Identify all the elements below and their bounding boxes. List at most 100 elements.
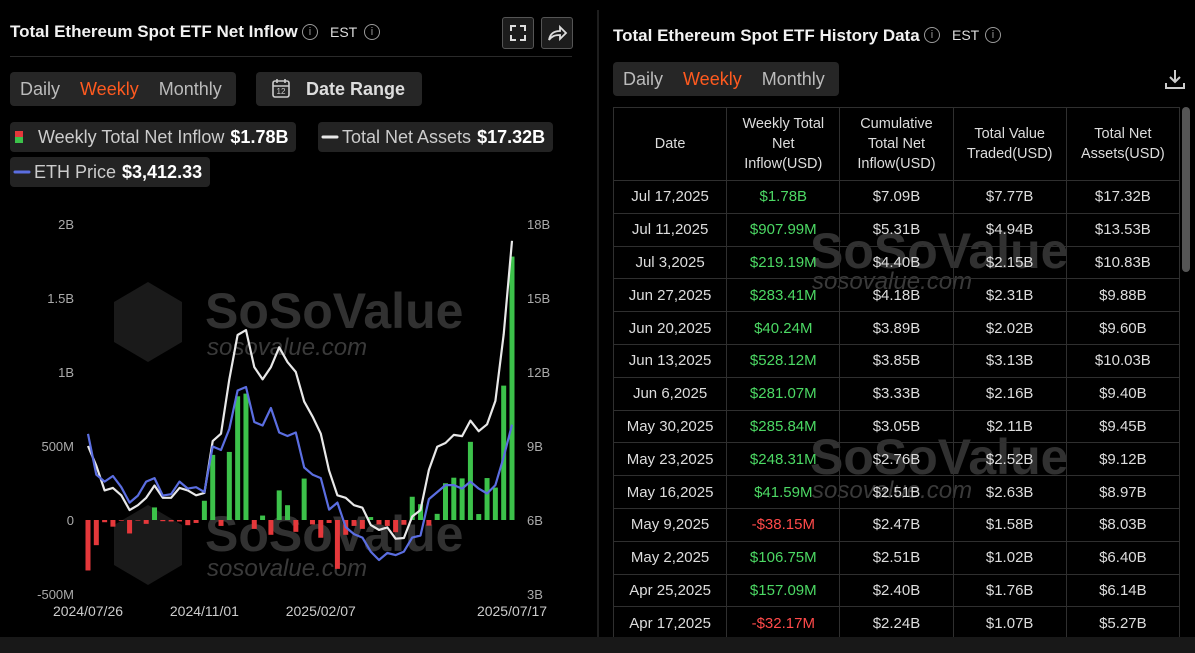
info-icon[interactable]: i	[302, 24, 318, 40]
bar	[451, 477, 457, 520]
table-row: May 16,2025 $41.59M $2.51B $2.63B $8.97B	[613, 475, 1181, 509]
scrollbar[interactable]	[1182, 107, 1190, 272]
table-cell: Jun 20,2025	[613, 311, 728, 345]
table-cell: $3.85B	[839, 343, 954, 378]
legend-item[interactable]: Weekly Total Net Inflow $1.78B	[10, 122, 297, 152]
table-cell: $157.09M	[726, 573, 841, 608]
bar	[226, 451, 232, 520]
table-cell: May 23,2025	[613, 442, 728, 477]
table-cell: $2.11B	[952, 409, 1067, 444]
table-cell: $3.89B	[839, 311, 954, 345]
table-cell: $4.94B	[952, 212, 1067, 247]
bar	[334, 520, 340, 569]
bar	[285, 505, 291, 520]
watermark: sosovalue.com	[207, 555, 368, 582]
left-title: Total Ethereum Spot ETF Net Inflow	[10, 22, 298, 41]
interval-tabs: Daily Weekly Monthly	[613, 62, 839, 96]
date-range-button[interactable]: 12 Date Range	[256, 72, 422, 106]
bar	[218, 520, 224, 526]
fullscreen-icon	[510, 25, 526, 41]
table-cell: -$32.17M	[726, 606, 841, 637]
table-cell: $9.12B	[1065, 442, 1181, 477]
fullscreen-button[interactable]	[502, 17, 534, 49]
bar	[185, 520, 191, 526]
column-header: Weekly Total Net Inflow(USD)	[726, 107, 841, 181]
info-icon[interactable]: i	[364, 24, 380, 40]
table-cell: $8.03B	[1065, 507, 1181, 542]
table-cell: Jul 11,2025	[613, 212, 728, 247]
tab[interactable]: Daily	[20, 78, 61, 99]
download-button[interactable]	[1162, 66, 1188, 92]
table-cell: May 16,2025	[613, 475, 728, 509]
y-tick-label: 1B	[58, 365, 74, 380]
bar	[110, 520, 116, 527]
x-tick-label: 2024/07/26	[53, 603, 123, 619]
table-cell: $3.13B	[952, 343, 1067, 378]
table-cell: $248.31M	[726, 442, 841, 477]
table-cell: $9.45B	[1065, 409, 1181, 444]
table-cell: $2.40B	[839, 573, 954, 608]
table-cell: May 9,2025	[613, 507, 728, 542]
table-cell: $7.77B	[952, 180, 1067, 214]
tab[interactable]: Monthly	[761, 68, 825, 89]
table-cell: $2.51B	[839, 475, 954, 509]
bar	[401, 520, 407, 525]
share-icon	[548, 24, 568, 42]
legend-item[interactable]: Total Net Assets $17.32B	[318, 122, 554, 152]
legend-item[interactable]: ETH Price $3,412.33	[10, 157, 211, 187]
bar	[442, 483, 448, 520]
table-cell: $2.52B	[952, 442, 1067, 477]
table-container: Date Weekly Total Net Inflow(USD) Cumulati…	[613, 107, 1181, 637]
history-table: Date Weekly Total Net Inflow(USD) Cumulati…	[613, 107, 1181, 637]
table-cell: $8.97B	[1065, 475, 1181, 509]
bar	[426, 520, 432, 526]
y2-tick-label: 15B	[527, 291, 550, 306]
line	[86, 240, 514, 540]
timezone: EST	[330, 24, 358, 40]
table-row: Jul 11,2025 $907.99M $5.31B $4.94B $13.53B	[613, 212, 1181, 247]
bar	[268, 520, 274, 535]
tab[interactable]: Monthly	[158, 78, 222, 99]
tab[interactable]: Daily	[623, 68, 664, 89]
table-cell: $7.09B	[839, 180, 954, 214]
info-icon[interactable]: i	[924, 27, 940, 43]
share-button[interactable]	[541, 17, 573, 49]
tab[interactable]: Weekly	[683, 68, 742, 89]
bar	[393, 520, 399, 533]
y-tick-label: 1.5B	[47, 291, 74, 306]
column-header: Cumulative Total Net Inflow(USD)	[839, 107, 954, 181]
bar	[509, 256, 515, 520]
table-row: May 2,2025 $106.75M $2.51B $1.02B $6.40B	[613, 540, 1181, 575]
legend-value: $17.32B	[477, 126, 546, 147]
bar	[176, 520, 182, 522]
bar	[118, 520, 124, 521]
table-cell: $9.40B	[1065, 376, 1181, 411]
y-tick-label: 0	[67, 513, 74, 528]
bar	[384, 520, 390, 526]
bar	[102, 520, 108, 523]
table-cell: Jun 13,2025	[613, 343, 728, 378]
table-cell: Jun 27,2025	[613, 278, 728, 313]
y-tick-label: -500M	[37, 587, 74, 602]
bar	[484, 478, 490, 520]
table-cell: $6.14B	[1065, 573, 1181, 608]
table-row: Jun 6,2025 $281.07M $3.33B $2.16B $9.40B	[613, 376, 1181, 411]
bar	[476, 514, 482, 520]
table-cell: $13.53B	[1065, 212, 1181, 247]
bar	[260, 515, 266, 520]
tab[interactable]: Weekly	[80, 78, 139, 99]
table-cell: $219.19M	[726, 245, 841, 280]
table-cell: Apr 17,2025	[613, 606, 728, 637]
table-cell: $40.24M	[726, 311, 841, 345]
table-cell: $1.07B	[952, 606, 1067, 637]
table-cell: May 2,2025	[613, 540, 728, 575]
bar	[351, 520, 357, 526]
bar	[459, 478, 465, 520]
legend-name: Total Net Assets	[342, 126, 472, 147]
bar	[276, 490, 282, 520]
y2-tick-label: 12B	[527, 365, 550, 380]
legend-swatch	[15, 131, 23, 143]
bar	[326, 520, 332, 523]
info-icon[interactable]: i	[985, 27, 1001, 43]
